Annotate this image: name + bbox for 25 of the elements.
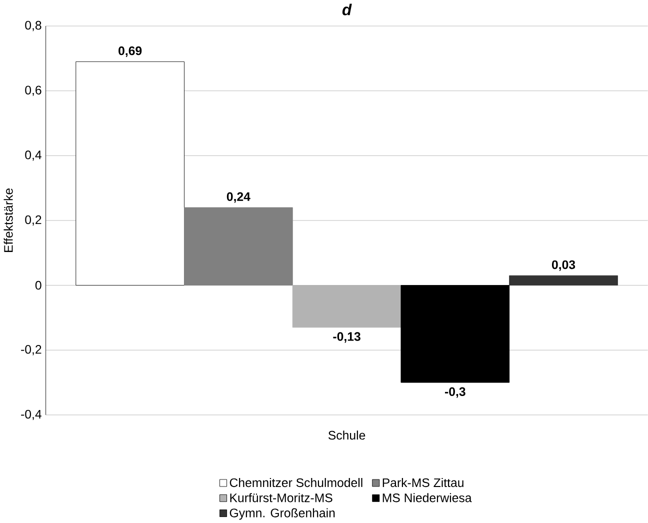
data-label: 0,24: [226, 192, 250, 203]
data-label: -0,3: [444, 387, 466, 398]
legend-label: Gymn. Großenhain: [230, 508, 335, 520]
legend-label: Chemnitzer Schulmodell: [230, 478, 362, 487]
y-tick-label: -0,4: [21, 410, 42, 420]
y-axis-title: Effektstärke: [4, 188, 13, 252]
bar: [184, 207, 293, 286]
y-tick-label: 0,8: [25, 20, 42, 31]
data-label: 0,69: [118, 46, 142, 57]
legend-label: Park-MS Zittau: [382, 478, 464, 487]
data-label: 0,03: [552, 260, 576, 271]
bar: [509, 275, 618, 286]
chart-title: d: [342, 4, 352, 16]
legend-label: Kurfürst-Moritz-MS: [230, 492, 332, 502]
y-tick-label: 0,6: [25, 86, 42, 96]
y-tick-label: 0,2: [25, 215, 42, 226]
bar: [292, 284, 402, 328]
bar: [76, 61, 184, 286]
y-tick-label: 0,4: [25, 150, 42, 161]
y-tick-label: 0: [35, 280, 42, 290]
legend-label: MS Niederwiesa: [382, 492, 472, 502]
y-tick-label: -0,2: [21, 344, 42, 356]
data-label: -0,13: [333, 332, 360, 342]
bar: [400, 284, 510, 383]
x-axis-title: Schule: [328, 430, 366, 440]
